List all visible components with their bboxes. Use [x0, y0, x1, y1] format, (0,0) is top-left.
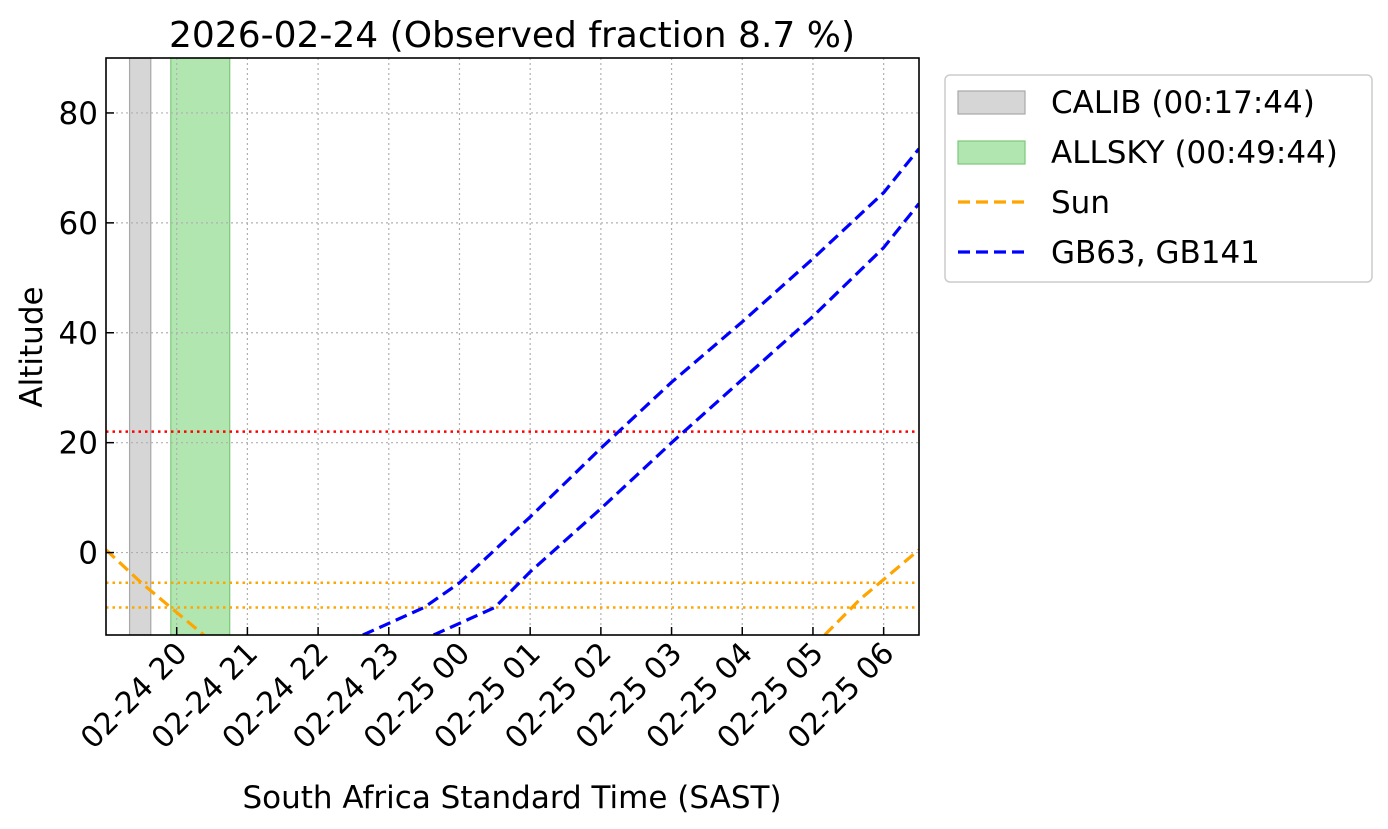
target-altitude-line [362, 147, 919, 635]
target-altitude-line [432, 202, 919, 635]
y-tick-label: 20 [59, 426, 98, 462]
sun-altitude-line [823, 548, 919, 635]
legend-swatch [957, 140, 1026, 165]
span-allsky [170, 58, 231, 635]
legend-label: Sun [1051, 185, 1110, 221]
span-calib [128, 58, 152, 635]
chart-title: 2026-02-24 (Observed fraction 8.7 %) [169, 15, 855, 56]
y-tick-label: 0 [78, 536, 98, 572]
legend-label: CALIB (00:17:44) [1051, 85, 1315, 121]
series-layer [106, 147, 919, 635]
grid-layer [106, 58, 919, 635]
legend-label: ALLSKY (00:49:44) [1051, 135, 1338, 171]
legend-items: CALIB (00:17:44) ALLSKY (00:49:44) Sun GB63… [957, 85, 1338, 271]
y-tick-label: 80 [59, 96, 98, 132]
y-tick-label: 60 [59, 206, 98, 242]
legend-label: GB63, GB141 [1051, 235, 1260, 271]
legend-frame [944, 74, 1373, 283]
plot-frame [105, 57, 920, 636]
reference-lines [106, 430, 919, 609]
chart-legend: CALIB (00:17:44) ALLSKY (00:49:44) Sun GB63… [944, 74, 1373, 283]
y-tick-label: 40 [59, 316, 98, 352]
sun-altitude-line [106, 548, 205, 635]
span-layer [128, 58, 231, 635]
legend-swatch [957, 90, 1026, 115]
x-axis-label: South Africa Standard Time (SAST) [242, 780, 781, 816]
y-axis-label: Altitude [14, 286, 50, 407]
